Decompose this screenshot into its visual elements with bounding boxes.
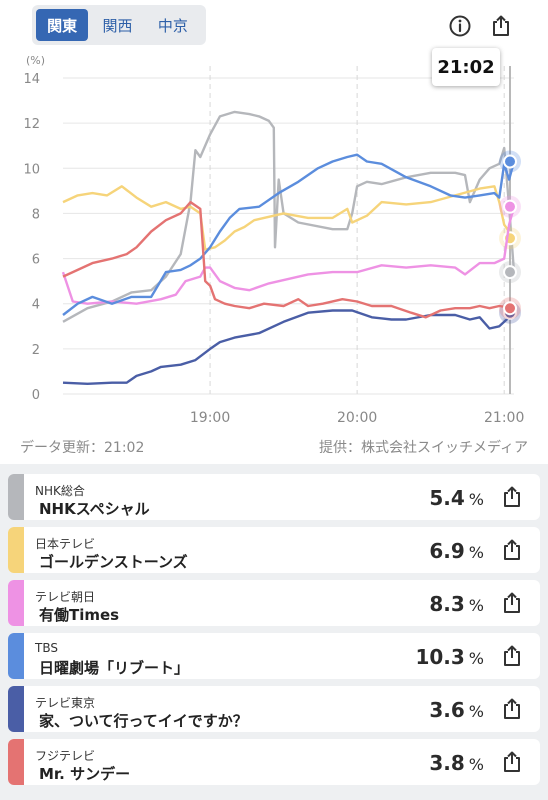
x-tick-label: 19:00 (190, 410, 230, 426)
x-tick-label: 20:00 (337, 410, 377, 426)
y-tick-label: 8 (32, 207, 40, 222)
series-marker-0 (503, 265, 517, 280)
series-marker-5 (503, 301, 517, 316)
tab-kanto[interactable]: 関東 (36, 9, 89, 41)
channel-color-bar (8, 633, 24, 679)
program-list: NHK総合 NHKスペシャル 5.4% 日本テレビ ゴールデンストーンズ 6.9… (0, 464, 548, 800)
series-line-4 (62, 309, 515, 385)
series-marker-2 (503, 199, 517, 214)
rating-value: 3.8% (429, 751, 484, 775)
channel-color-bar (8, 527, 24, 573)
y-tick-label: 2 (32, 343, 40, 358)
current-time-marker: 21:02 (432, 48, 500, 86)
y-tick-label: 6 (32, 253, 40, 268)
channel-name: NHK総合 (35, 484, 85, 498)
channel-name: 日本テレビ (35, 537, 96, 551)
share-icon[interactable] (500, 591, 524, 615)
program-title: 有働Times (39, 606, 120, 624)
share-icon[interactable] (500, 644, 524, 668)
y-tick-label: 14 (23, 72, 40, 87)
rating-value: 10.3% (415, 645, 484, 669)
ratings-chart[interactable]: (%) 0 2 4 6 8 10 12 14 19:00 20:00 21:00 (0, 50, 548, 435)
series-line-0 (62, 110, 516, 323)
share-icon[interactable] (489, 14, 513, 38)
program-title: 日曜劇場「リブート」 (39, 659, 190, 677)
program-title: ゴールデンストーンズ (39, 553, 188, 571)
channel-color-bar (8, 686, 24, 732)
program-card-ntv[interactable]: 日本テレビ ゴールデンストーンズ 6.9% (8, 527, 540, 573)
program-title: Mr. サンデー (39, 765, 131, 783)
rating-value: 8.3% (429, 592, 484, 616)
rating-value: 3.6% (429, 698, 484, 722)
rating-value: 5.4% (429, 486, 484, 510)
program-title: 家、ついて行ってイイですか？ (39, 712, 248, 730)
program-card-nhk[interactable]: NHK総合 NHKスペシャル 5.4% (8, 474, 540, 520)
program-card-tbs[interactable]: TBS 日曜劇場「リブート」 10.3% (8, 633, 540, 679)
channel-name: TBS (35, 641, 58, 655)
channel-name: テレビ東京 (35, 696, 96, 710)
program-card-tvasahi[interactable]: テレビ朝日 有働Times 8.3% (8, 580, 540, 626)
program-card-tvtokyo[interactable]: テレビ東京 家、ついて行ってイイですか？ 3.6% (8, 686, 540, 732)
y-tick-label: 4 (32, 298, 40, 313)
series-marker-3 (503, 154, 517, 169)
info-circle-icon[interactable] (448, 14, 472, 38)
share-icon[interactable] (500, 485, 524, 509)
share-icon[interactable] (500, 750, 524, 774)
channel-name: テレビ朝日 (35, 590, 96, 604)
y-tick-label: 0 (32, 388, 40, 403)
share-icon[interactable] (500, 697, 524, 721)
y-axis-unit-label: (%) (26, 54, 45, 67)
data-provider-text: 提供：株式会社スイッチメディア (318, 440, 528, 456)
series-line-2 (61, 206, 516, 305)
series-line-3 (62, 153, 516, 316)
data-updated-text: データ更新：21:02 (20, 440, 145, 456)
channel-name: フジテレビ (35, 749, 96, 763)
channel-color-bar (8, 580, 24, 626)
share-icon[interactable] (500, 538, 524, 562)
tab-kansai[interactable]: 関西 (102, 16, 133, 35)
chart-meta: データ更新：21:02 提供：株式会社スイッチメディア (20, 437, 528, 457)
x-tick-label: 21:00 (484, 410, 524, 426)
channel-color-bar (8, 474, 24, 520)
program-card-fuji[interactable]: フジテレビ Mr. サンデー 3.8% (8, 739, 540, 785)
region-tabs: 関東 関西 中京 (32, 5, 206, 45)
tab-chukyo[interactable]: 中京 (157, 16, 188, 35)
y-tick-label: 12 (23, 117, 40, 132)
channel-color-bar (8, 739, 24, 785)
rating-value: 6.9% (429, 539, 484, 563)
y-tick-label: 10 (23, 162, 40, 177)
series-line-1 (62, 185, 515, 251)
program-title: NHKスペシャル (39, 500, 150, 518)
series-line-5 (62, 200, 515, 319)
